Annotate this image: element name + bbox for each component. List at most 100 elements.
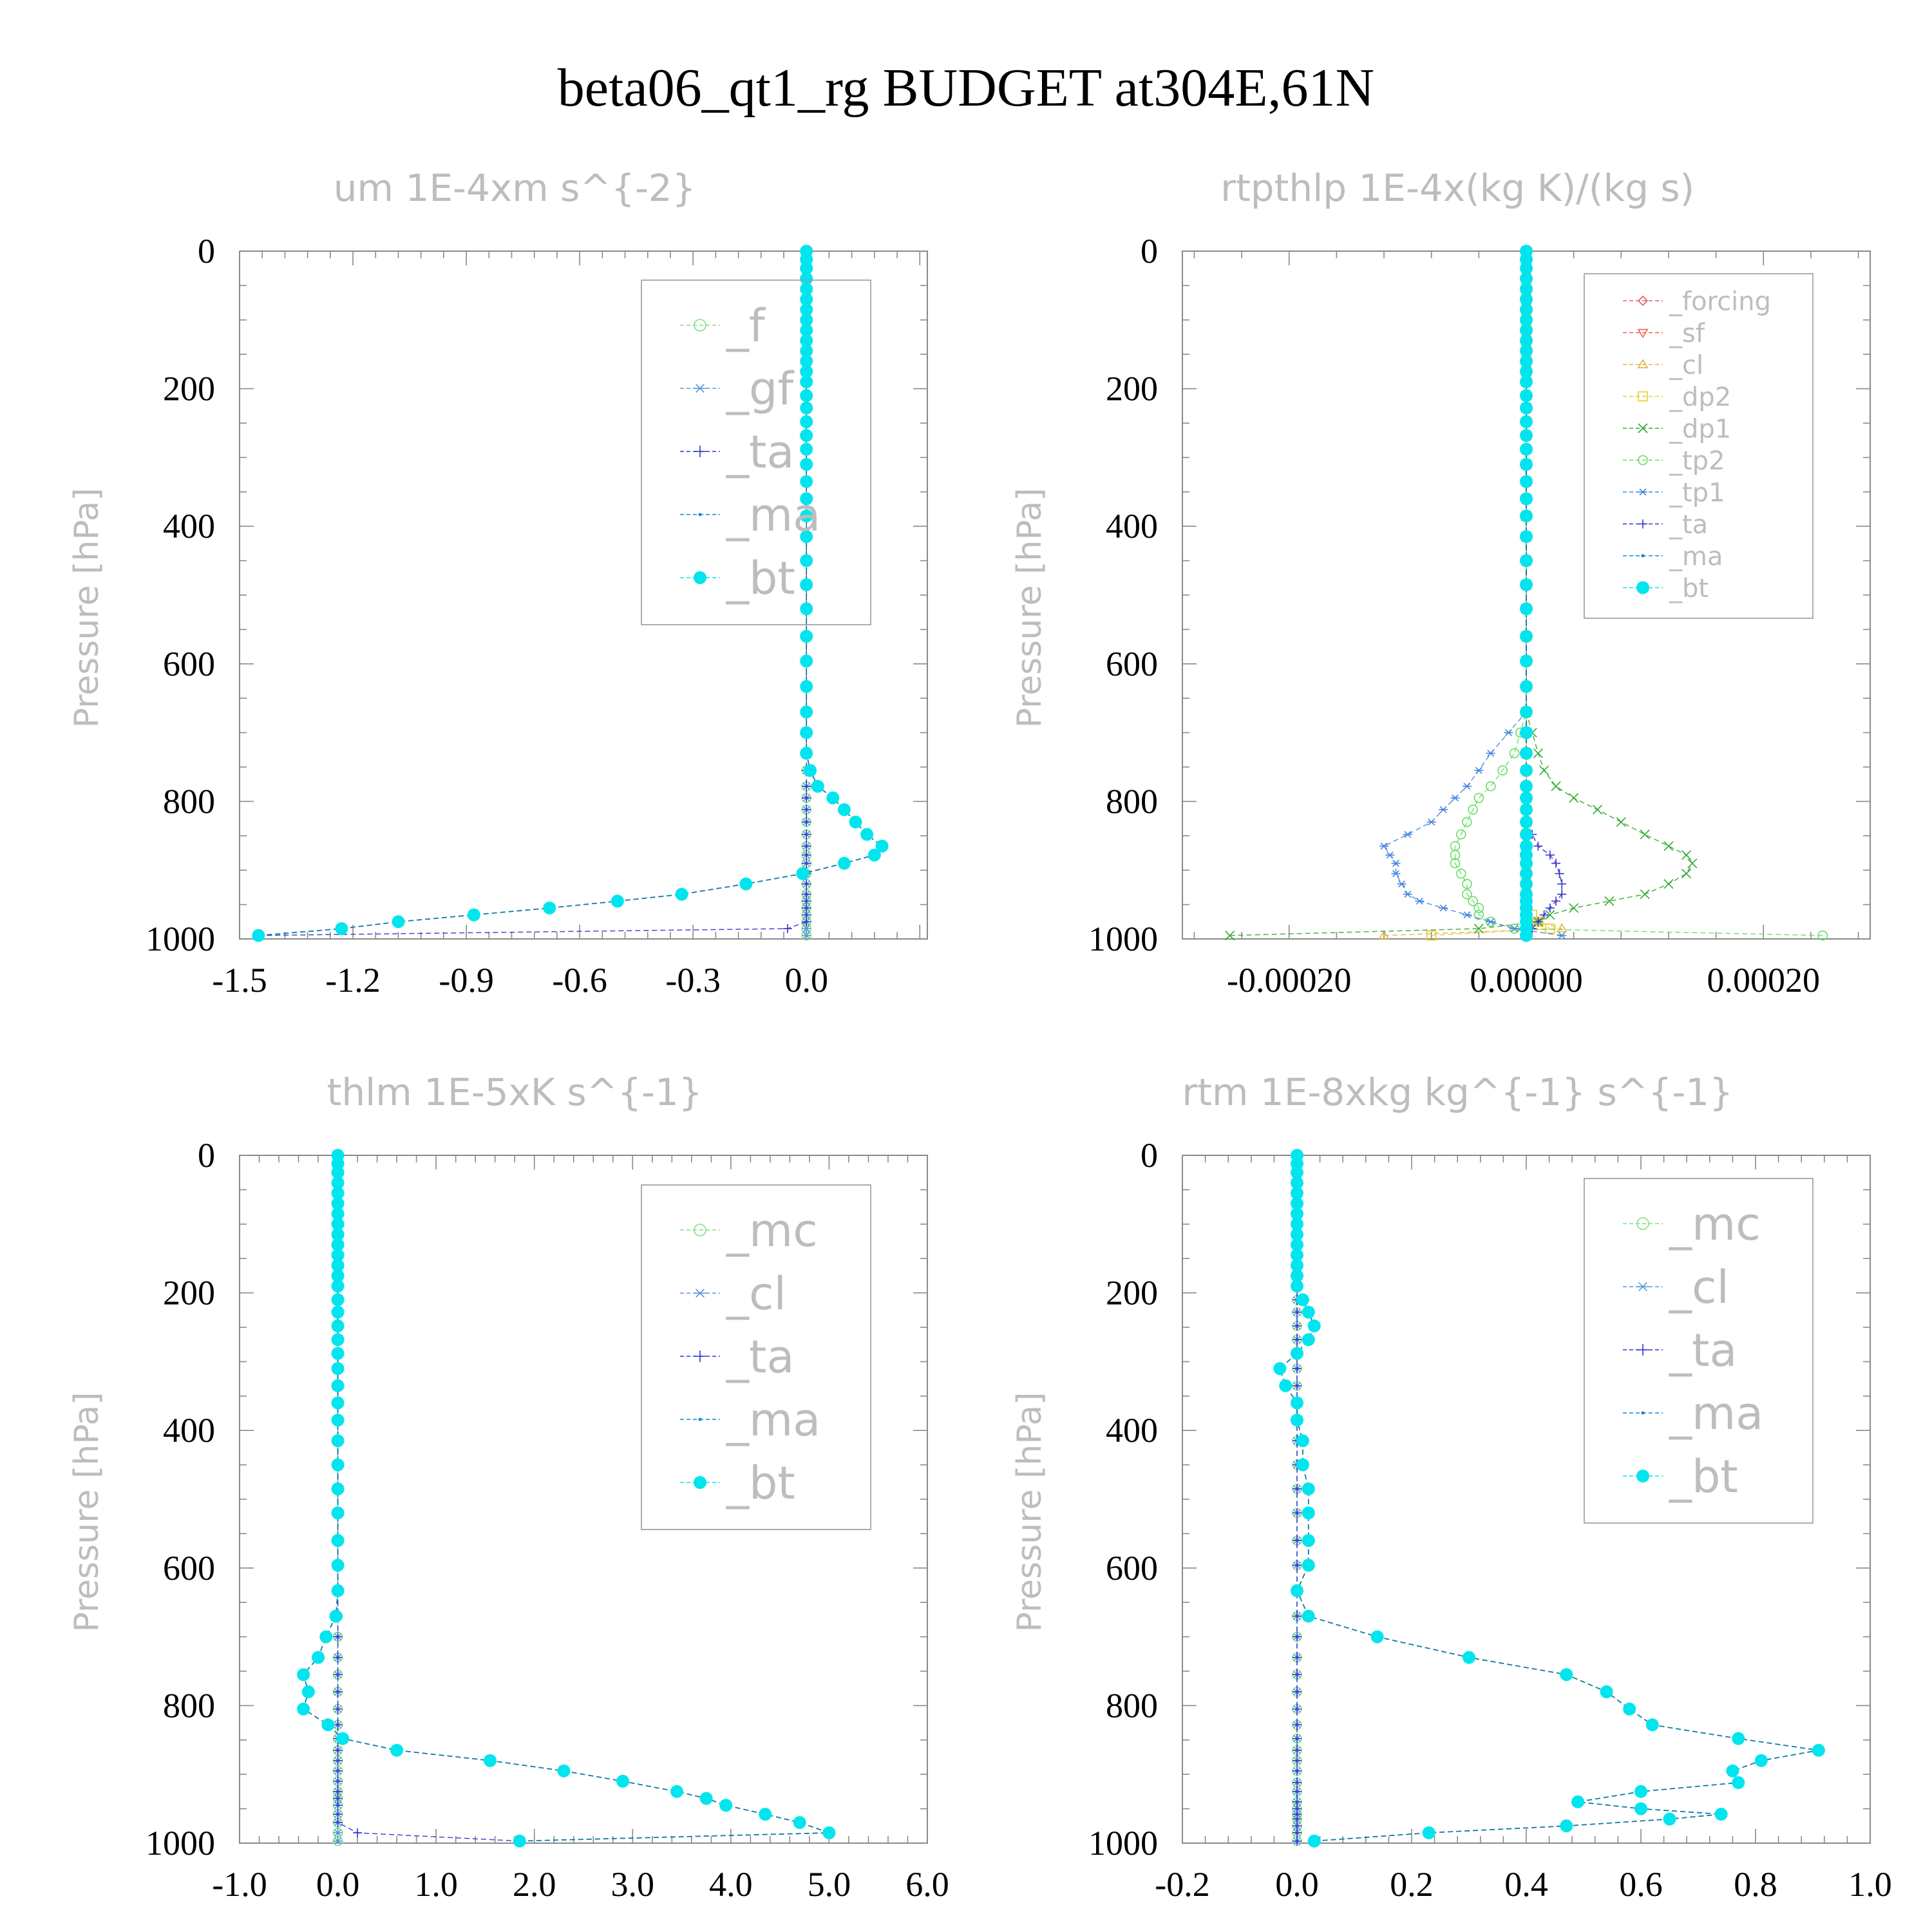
- data-point: [1468, 804, 1478, 815]
- data-point: [331, 1166, 345, 1179]
- data-point: [1520, 415, 1533, 428]
- data-point: [1556, 923, 1567, 933]
- data-point: [1520, 746, 1533, 760]
- data-point: [759, 1808, 772, 1821]
- y-tick-label: 800: [163, 782, 215, 820]
- data-point: [1732, 1732, 1745, 1745]
- data-point: [1293, 1778, 1302, 1788]
- data-point: [331, 1414, 345, 1427]
- data-point: [1293, 1611, 1302, 1621]
- series-line: [337, 1155, 520, 1842]
- data-point: [1293, 1756, 1302, 1765]
- data-point: [1640, 829, 1650, 840]
- series-bt: [1273, 1149, 1825, 1848]
- data-point: [800, 323, 813, 337]
- legend: _forcing _sf_cl _dp2_dp1_tp2_tp1 _ta_ma _bt: [1584, 273, 1814, 619]
- data-point: [1634, 1785, 1647, 1798]
- data-point: [1462, 911, 1472, 919]
- x-tick-label: 0.00020: [1707, 961, 1821, 999]
- y-tick-label: 0: [1141, 1136, 1158, 1175]
- data-point: [1473, 903, 1484, 913]
- data-point: [1296, 1293, 1309, 1307]
- data-point: [800, 429, 813, 442]
- data-point: [333, 1810, 343, 1819]
- data-point: [1293, 1335, 1302, 1345]
- data-point: [1520, 282, 1533, 296]
- data-point: [1504, 729, 1513, 737]
- data-point: [333, 1756, 343, 1765]
- data-point: [1291, 1279, 1303, 1293]
- y-ticks: 0 200 400 600 800 1000: [146, 1136, 927, 1862]
- data-point: [333, 1653, 343, 1662]
- y-tick-label: 0: [1141, 232, 1158, 270]
- series-line: [1229, 251, 1693, 936]
- legend-label: _dp2: [1669, 383, 1731, 412]
- data-point: [1273, 1362, 1287, 1376]
- data-point: [1520, 887, 1533, 901]
- x-tick-label: 0.0: [316, 1865, 360, 1904]
- series-dp2: [1426, 246, 1555, 941]
- data-point: [301, 1685, 315, 1699]
- data-point: [1293, 1720, 1302, 1730]
- data-point: [1450, 794, 1460, 802]
- legend-label: _forcing: [1669, 287, 1771, 316]
- y-axis-label: Pressure [hPa]: [1010, 1392, 1049, 1633]
- data-point: [1291, 1396, 1303, 1410]
- data-point: [331, 1362, 345, 1376]
- data-point: [331, 1269, 345, 1282]
- y-tick-label: 600: [1106, 645, 1158, 683]
- legend-label: _gf: [726, 363, 794, 415]
- data-point: [319, 1630, 333, 1643]
- x-tick-label: 0.2: [1390, 1865, 1434, 1904]
- data-point: [849, 815, 862, 829]
- data-point: [800, 261, 813, 275]
- data-point: [1681, 850, 1692, 860]
- y-tick-label: 400: [1106, 1411, 1158, 1450]
- data-point: [1291, 1238, 1303, 1251]
- data-point: [1545, 910, 1555, 920]
- data-point: [333, 1829, 343, 1837]
- data-point: [331, 1584, 345, 1598]
- data-point: [800, 726, 813, 739]
- legend-label: _mc: [726, 1204, 818, 1257]
- data-point: [1291, 1176, 1303, 1189]
- data-point: [1473, 909, 1484, 920]
- legend-marker: [694, 384, 706, 393]
- legend-label: _ma: [1669, 1387, 1763, 1440]
- data-point: [1569, 793, 1579, 803]
- legend-box: [641, 279, 871, 625]
- data-point: [1422, 1826, 1435, 1839]
- y-ticks: 0 200 400 600 800 1000: [1088, 1136, 1870, 1862]
- data-point: [1520, 530, 1533, 544]
- data-point: [1726, 1764, 1739, 1777]
- legend-label: _bt: [1669, 1450, 1738, 1503]
- data-point: [1455, 829, 1466, 840]
- data-point: [1291, 1248, 1303, 1262]
- data-point: [800, 554, 813, 567]
- data-point: [1302, 1534, 1315, 1548]
- data-point: [1571, 1795, 1585, 1808]
- data-point: [331, 1293, 345, 1307]
- data-point: [1687, 858, 1698, 869]
- data-point: [822, 1826, 836, 1839]
- data-point: [1291, 1217, 1303, 1231]
- data-point: [331, 1248, 345, 1262]
- legend-label: _bt: [1669, 574, 1709, 603]
- data-point: [1293, 1786, 1302, 1796]
- data-point: [1520, 292, 1533, 306]
- legend-marker: [694, 571, 706, 584]
- data-point: [1533, 917, 1543, 927]
- x-tick-label: 0.8: [1734, 1865, 1777, 1904]
- data-point: [331, 1333, 345, 1347]
- data-point: [1293, 1670, 1302, 1680]
- data-point: [331, 1186, 345, 1200]
- data-point: [331, 1379, 345, 1392]
- data-point: [1291, 1207, 1303, 1220]
- data-point: [719, 1799, 733, 1812]
- data-point: [1293, 1797, 1302, 1806]
- legend-marker: [694, 1289, 706, 1298]
- data-point: [1391, 870, 1401, 878]
- data-point: [1557, 879, 1567, 889]
- data-point: [800, 654, 813, 668]
- x-ticks: -1.0 0.0 1.0 2.0 3.0 4.0 5.0 6.0: [212, 1155, 949, 1904]
